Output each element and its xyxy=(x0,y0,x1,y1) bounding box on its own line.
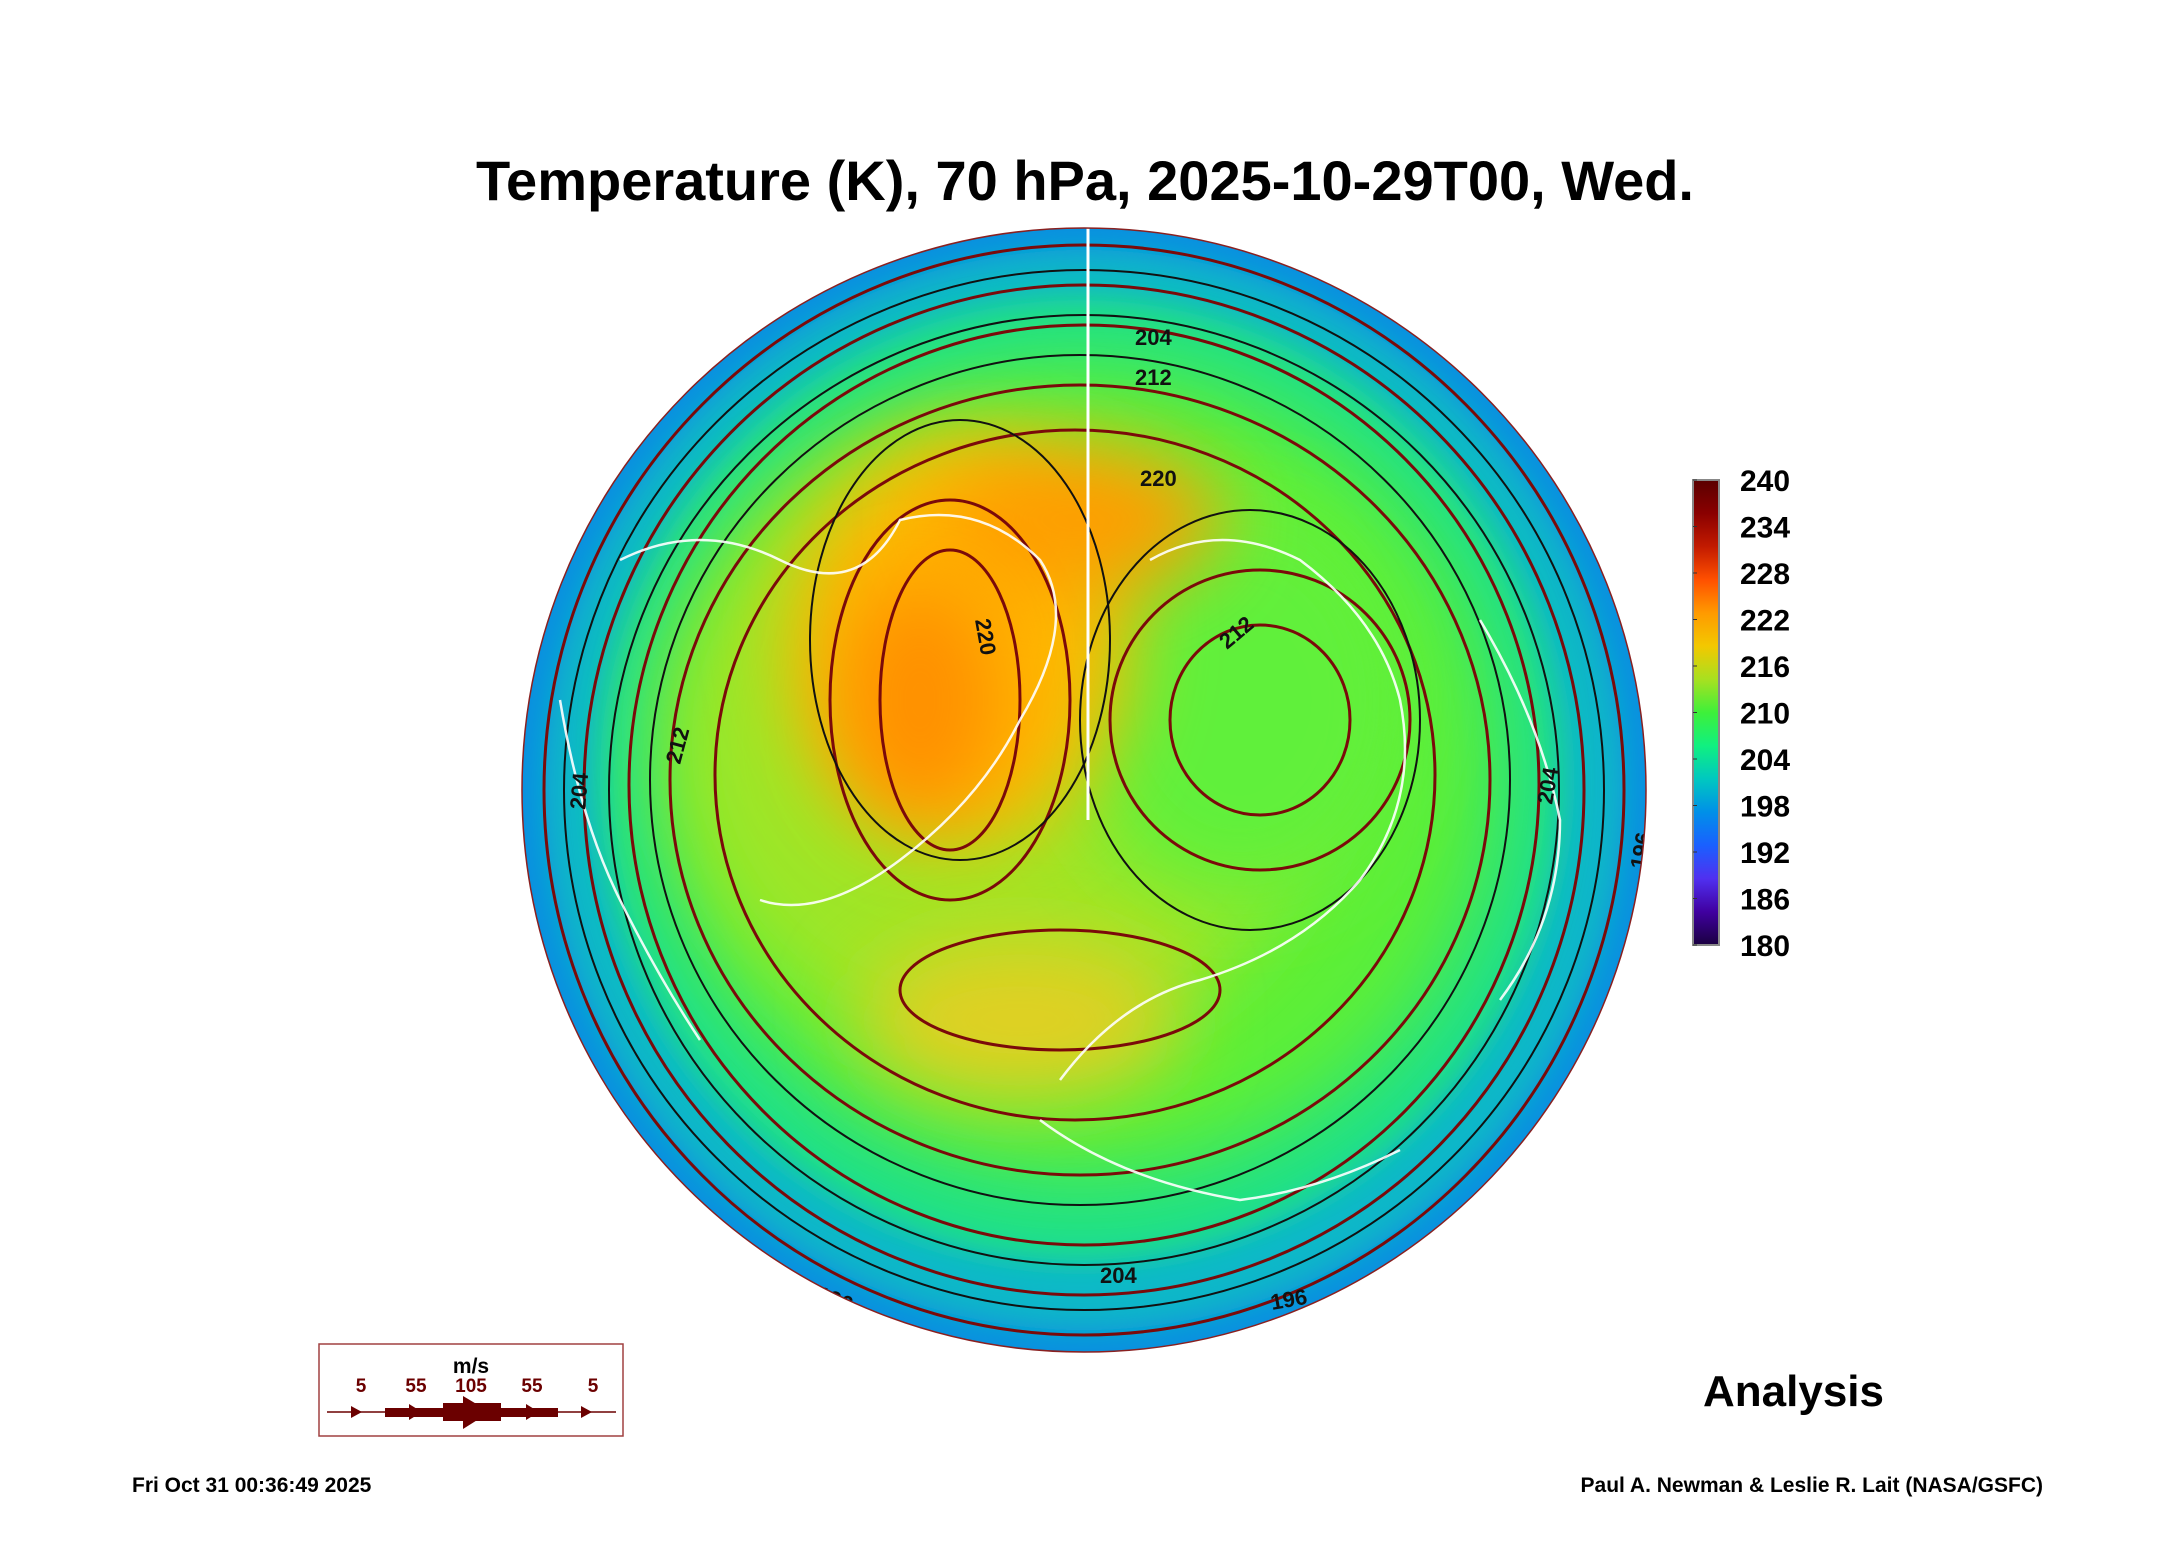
polar-map: 204 212 220 212 220 212 204 196 204 196 … xyxy=(522,228,1656,1352)
wind-unit: m/s xyxy=(453,1355,489,1378)
contour-label: 204 xyxy=(1100,1263,1137,1288)
colorbar-tick-label: 216 xyxy=(1740,651,1790,684)
timestamp: Fri Oct 31 00:36:49 2025 xyxy=(132,1474,372,1497)
product-label: Analysis xyxy=(1703,1367,1884,1416)
globe-outline xyxy=(521,227,1647,1353)
colorbar-tick-label: 240 xyxy=(1740,465,1790,498)
colorbar-tick-label: 198 xyxy=(1740,791,1790,824)
temperature-contours xyxy=(563,269,1605,1311)
contour-label: 196 xyxy=(1269,1284,1310,1315)
contour-label: 212 xyxy=(1135,365,1172,390)
colorbar-tick-label: 192 xyxy=(1740,837,1790,870)
colorbar: 240 234 228 222 216 210 204 198 192 186 180 xyxy=(1692,465,1790,963)
colorbar-tick-label: 204 xyxy=(1740,744,1790,777)
wind-label: 5 xyxy=(588,1376,599,1397)
wind-streamlines xyxy=(542,243,1626,1337)
coastlines xyxy=(558,513,1562,1202)
contour-label: 220 xyxy=(1140,466,1177,491)
contour-label: 204 xyxy=(565,771,593,811)
colorbar-tick-label: 234 xyxy=(1740,512,1790,545)
wind-scale-arrow xyxy=(327,1396,616,1429)
contour-labels: 204 212 220 212 220 212 204 196 204 196 … xyxy=(565,325,1656,1317)
colorbar-tick-label: 228 xyxy=(1740,558,1790,591)
wind-label: 105 xyxy=(455,1376,487,1397)
credit: Paul A. Newman & Leslie R. Lait (NASA/GS… xyxy=(1581,1474,2043,1497)
chart-title: Temperature (K), 70 hPa, 2025-10-29T00, … xyxy=(476,149,1694,212)
colorbar-tick-label: 222 xyxy=(1740,605,1790,638)
colorbar-tick-label: 180 xyxy=(1740,930,1790,963)
wind-label: 5 xyxy=(356,1376,367,1397)
wind-legend: m/s 5 55 105 55 5 xyxy=(318,1343,624,1437)
wind-label: 55 xyxy=(521,1376,543,1397)
contour-label: 204 xyxy=(1135,325,1172,350)
colorbar-tick-label: 186 xyxy=(1740,884,1790,917)
wind-label: 55 xyxy=(405,1376,427,1397)
colorbar-scale xyxy=(1692,479,1720,946)
colorbar-tick-label: 210 xyxy=(1740,698,1790,731)
contour-label: 196 xyxy=(1625,830,1656,871)
